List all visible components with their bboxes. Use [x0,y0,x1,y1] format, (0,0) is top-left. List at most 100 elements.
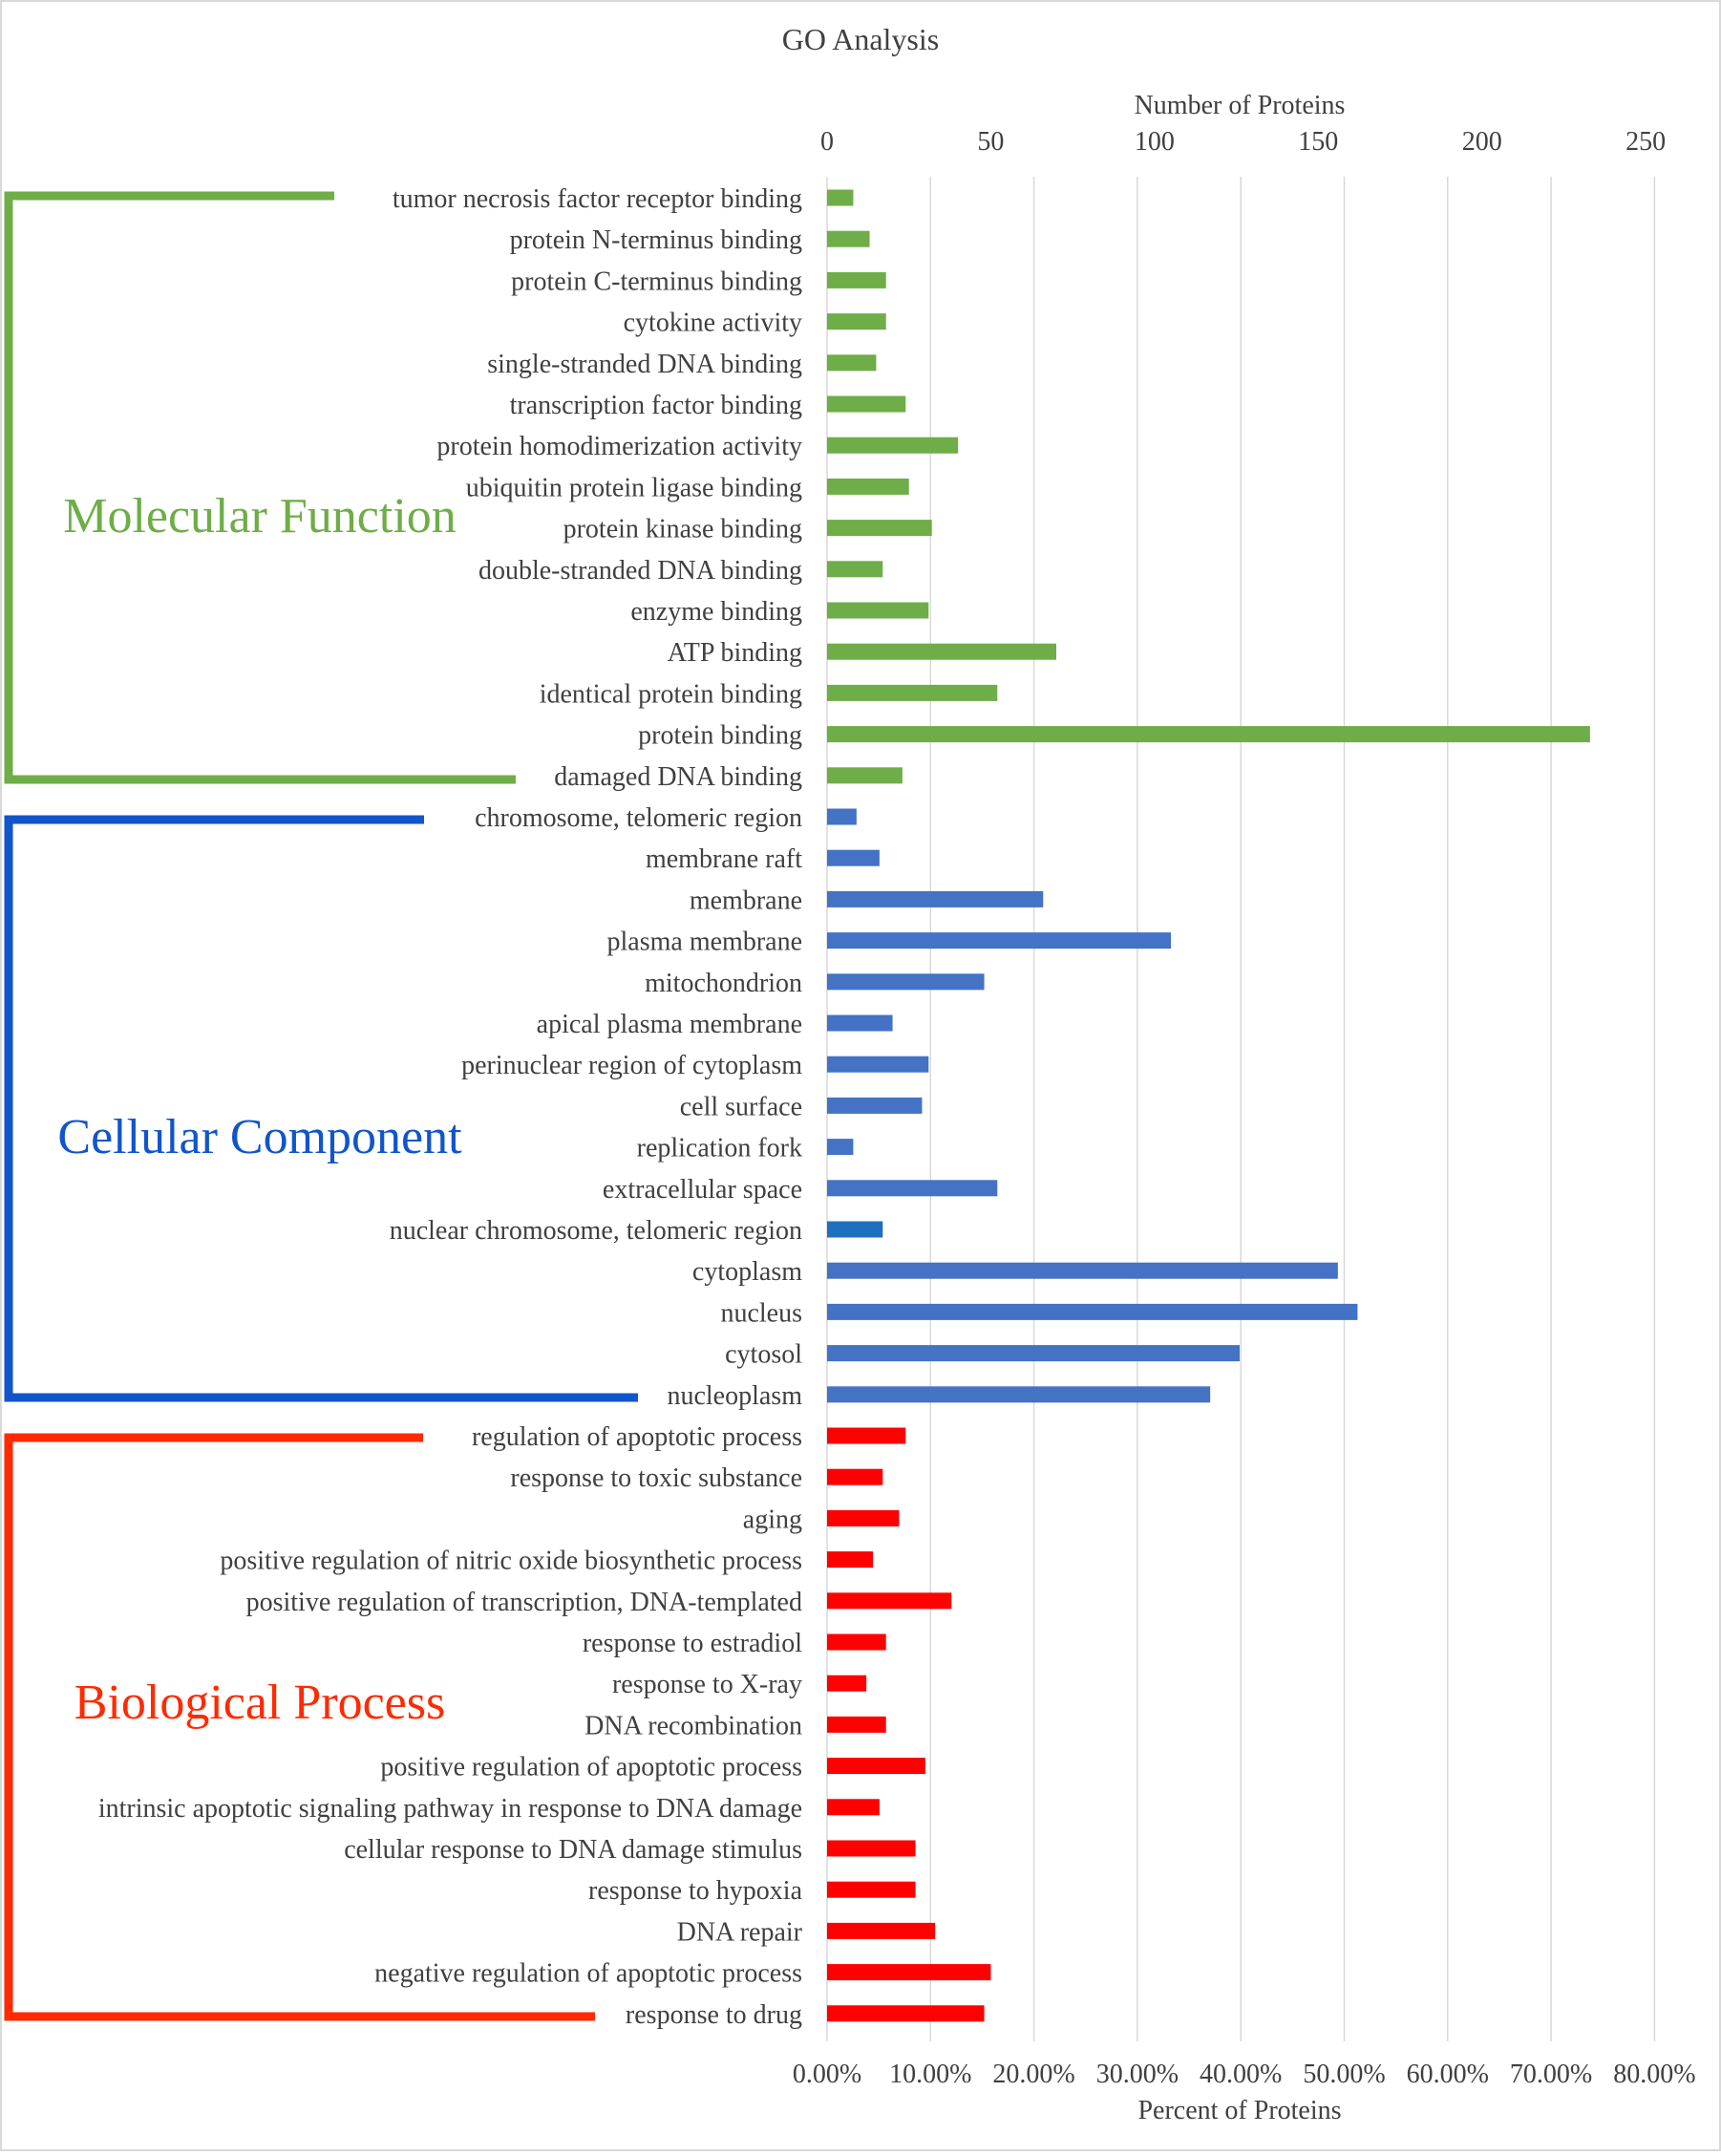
bar [827,890,1044,907]
bar [827,1303,1358,1320]
category-label: membrane [690,886,802,915]
bar [827,1799,880,1816]
bar [827,1468,883,1485]
category-label: single-stranded DNA binding [487,350,802,379]
category-label: transcription factor binding [510,391,802,420]
category-label: nuclear chromosome, telomeric region [390,1216,802,1246]
bars [827,189,1590,2022]
bar [827,1716,886,1733]
bar [827,271,886,288]
bar [827,354,877,372]
category-label: negative regulation of apoptotic process [374,1959,802,1989]
bottom-tick-label: 70.00% [1510,2060,1592,2089]
category-label: extracellular space [603,1175,802,1205]
bracket-cellular-component [4,815,638,1402]
bar [827,437,959,454]
category-label: protein N-terminus binding [510,225,802,255]
category-label: intrinsic apoptotic signaling pathway in… [98,1794,802,1824]
category-label: chromosome, telomeric region [475,803,802,833]
bar [827,1386,1211,1403]
bar [827,1221,883,1238]
bar [827,230,870,247]
category-label: regulation of apoptotic process [472,1422,802,1452]
category-label: cell surface [680,1092,802,1121]
bottom-axis-ticks: 0.00% 10.00% 20.00% 30.00% 40.00% 50.00% 60.00… [793,2060,1696,2089]
category-label: identical protein binding [540,679,802,709]
category-label: nucleoplasm [667,1381,802,1411]
category-labels: tumor necrosis factor receptor binding pr… [98,184,803,2030]
bar [827,520,932,537]
category-label: ubiquitin protein ligase binding [466,473,802,502]
bar [827,561,883,578]
category-label: perinuclear region of cytoplasm [461,1051,802,1080]
category-label: ATP binding [668,638,802,668]
bar [827,602,929,619]
bar [827,726,1590,743]
top-tick-label: 100 [1135,127,1175,157]
bottom-axis-label: Percent of Proteins [1137,2096,1341,2125]
bar [827,849,880,866]
category-label: damaged DNA binding [554,762,802,792]
bar [827,313,886,331]
bar [827,1592,952,1610]
category-label: apical plasma membrane [537,1010,802,1039]
category-label: response to estradiol [583,1629,802,1658]
bar [827,189,854,206]
category-label: mitochondrion [645,969,802,998]
top-tick-label: 0 [820,127,834,157]
category-label: positive regulation of apoptotic process [380,1753,802,1782]
bottom-tick-label: 50.00% [1303,2060,1385,2089]
bar [827,478,909,495]
top-tick-label: 150 [1298,127,1338,157]
category-label: response to X-ray [612,1670,802,1699]
bar [827,767,903,784]
bar [827,1840,916,1857]
bar [827,932,1171,950]
category-label: positive regulation of transcription, DN… [246,1588,802,1617]
bottom-tick-label: 80.00% [1613,2060,1695,2089]
top-tick-label: 250 [1625,127,1666,157]
bar [827,1262,1338,1279]
bottom-tick-label: 20.00% [992,2060,1074,2089]
chart-title: GO Analysis [782,22,939,56]
category-label: protein C-terminus binding [511,267,802,296]
bottom-tick-label: 0.00% [793,2060,861,2089]
group-brackets [4,191,638,2021]
bracket-biological-process [4,1433,595,2021]
bar [827,1964,991,1981]
bar [827,1180,998,1197]
category-label: protein kinase binding [563,515,802,544]
bar [827,1675,867,1692]
bar [827,808,857,825]
category-label: response to hypoxia [588,1876,803,1906]
category-label: aging [743,1505,802,1534]
category-label: protein binding [638,721,802,751]
bar [827,1922,936,1939]
category-label: membrane raft [646,844,802,874]
top-tick-label: 200 [1462,127,1502,157]
category-label: DNA repair [677,1917,803,1947]
category-label: DNA recombination [584,1711,802,1740]
category-label: tumor necrosis factor receptor binding [393,184,802,214]
top-axis-ticks: 0 50 100 150 200 250 [820,127,1666,157]
top-axis-label: Number of Proteins [1135,91,1346,120]
category-label: response to drug [626,2000,802,2030]
category-label: plasma membrane [607,928,802,957]
bracket-molecular-function [4,191,516,784]
category-label: replication fork [637,1134,802,1163]
category-label: cytoplasm [692,1257,802,1287]
bottom-tick-label: 10.00% [889,2060,971,2089]
category-label: cellular response to DNA damage stimulus [344,1835,802,1865]
bottom-tick-label: 60.00% [1407,2060,1489,2089]
bar [827,1056,929,1073]
category-label: double-stranded DNA binding [478,556,802,586]
bottom-tick-label: 30.00% [1096,2060,1179,2089]
bar [827,684,998,701]
bar [827,395,906,413]
bar [827,1551,873,1569]
bar [827,1509,900,1526]
bar [827,1139,854,1156]
category-label: cytokine activity [624,309,802,338]
